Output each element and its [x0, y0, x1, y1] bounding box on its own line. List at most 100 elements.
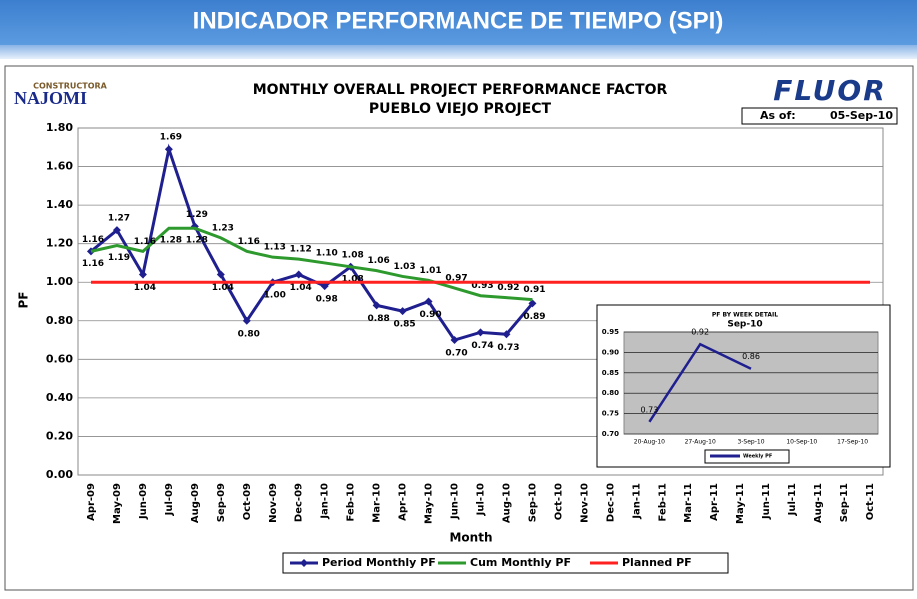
chart-title: MONTHLY OVERALL PROJECT PERFORMANCE FACT…: [253, 82, 668, 98]
point-marker: [424, 297, 433, 306]
point-marker: [294, 270, 303, 279]
y-tick-label: 0.00: [46, 468, 73, 481]
x-tick-label: 27-Aug-10: [685, 439, 716, 446]
value-label: 0.80: [238, 329, 260, 339]
x-tick-label: Oct-10: [553, 483, 564, 520]
x-tick-label: Sep-10: [527, 483, 538, 522]
y-tick-label: 1.80: [46, 121, 73, 134]
point-marker: [476, 328, 485, 337]
value-label: 1.16: [238, 237, 260, 247]
value-label: 0.89: [523, 312, 545, 322]
x-tick-label: Jul-10: [476, 483, 487, 516]
value-label: 1.04: [134, 283, 156, 293]
value-label: 0.73: [640, 405, 658, 414]
value-label: 1.08: [342, 250, 364, 260]
value-label: 1.03: [393, 262, 415, 272]
x-tick-label: May-10: [424, 483, 435, 524]
x-tick-label: Jun-10: [450, 483, 461, 520]
y-tick-label: 1.60: [46, 160, 73, 173]
value-label: 1.12: [290, 245, 312, 255]
x-tick-label: Oct-11: [865, 483, 876, 520]
x-tick-label: Aug-09: [190, 483, 201, 523]
inset-title: PF BY WEEK DETAIL: [712, 312, 778, 319]
value-label: 0.98: [316, 295, 338, 305]
value-label: 1.00: [264, 291, 286, 301]
x-tick-label: Aug-10: [501, 483, 512, 523]
x-tick-label: Apr-10: [398, 483, 409, 521]
value-label: 1.23: [212, 223, 234, 233]
value-label: 1.69: [160, 133, 182, 143]
value-label: 1.06: [368, 256, 390, 266]
series-line: [90, 226, 533, 302]
y-tick-label: 1.40: [46, 198, 73, 211]
value-label: 1.29: [186, 210, 208, 220]
point-marker: [502, 330, 511, 339]
legend-label: Planned PF: [622, 556, 692, 569]
logo-top: CONSTRUCTORA: [33, 82, 108, 91]
x-tick-label: Mar-10: [372, 483, 383, 523]
value-label: 0.97: [445, 274, 467, 284]
x-tick-label: Jun-11: [761, 483, 772, 520]
y-tick-label: 0.40: [46, 391, 73, 404]
point-marker: [112, 226, 121, 235]
value-label: 1.16: [82, 235, 104, 245]
plot-area: [623, 331, 879, 435]
x-tick-label: Jul-11: [787, 483, 798, 516]
x-tick-label: Mar-11: [683, 483, 694, 523]
y-tick-label: 0.70: [602, 430, 619, 438]
x-tick-label: 17-Sep-10: [837, 439, 868, 446]
x-tick-label: 10-Sep-10: [786, 439, 817, 446]
x-tick-label: Dec-10: [605, 483, 616, 522]
y-tick-label: 0.20: [46, 429, 73, 442]
value-label: 0.91: [523, 285, 545, 295]
inset-subtitle: Sep-10: [727, 320, 762, 330]
value-label: 1.28: [160, 236, 182, 246]
value-label: 0.86: [742, 352, 760, 361]
x-tick-label: Sep-11: [839, 483, 850, 522]
y-tick-label: 0.80: [602, 389, 619, 397]
value-label: 0.85: [393, 320, 415, 330]
value-label: 0.90: [419, 310, 441, 320]
series-line: [90, 143, 534, 342]
logo-left: NAJOMI: [14, 88, 87, 108]
inset-legend-box: [704, 449, 790, 464]
x-tick-label: Nov-10: [579, 483, 590, 523]
value-label: 0.88: [368, 314, 390, 324]
series-line: [648, 342, 752, 423]
point-marker: [528, 299, 537, 308]
x-tick-label: Aug-11: [813, 483, 824, 523]
x-tick-label: Jun-09: [138, 483, 149, 520]
legend-marker: [300, 559, 308, 567]
point-marker: [372, 301, 381, 310]
x-tick-label: May-09: [112, 483, 123, 524]
value-label: 1.04: [212, 283, 234, 293]
x-tick-label: Sep-09: [216, 483, 227, 522]
x-tick-label: Dec-09: [294, 483, 305, 522]
header-title: INDICADOR PERFORMANCE DE TIEMPO (SPI): [193, 7, 724, 34]
y-axis-label: PF: [17, 292, 31, 309]
legend-label: Period Monthly PF: [322, 556, 436, 569]
value-label: 1.27: [108, 214, 130, 224]
value-label: 1.16: [134, 237, 156, 247]
point-marker: [320, 282, 329, 291]
point-marker: [164, 145, 173, 154]
x-tick-label: Jan-11: [631, 483, 642, 520]
value-label: 1.16: [82, 259, 104, 269]
y-tick-label: 0.80: [46, 314, 73, 327]
x-tick-label: May-11: [735, 483, 746, 524]
point-marker: [216, 270, 225, 279]
value-label: 0.92: [497, 283, 519, 293]
value-label: 1.19: [108, 253, 130, 263]
inset-legend-label: Weekly PF: [743, 454, 772, 460]
chart-subtitle: PUEBLO VIEJO PROJECT: [369, 101, 552, 117]
value-label: 1.08: [342, 274, 364, 284]
point-marker: [138, 270, 147, 279]
y-tick-label: 0.95: [602, 328, 619, 336]
x-tick-label: Jan-10: [320, 483, 331, 520]
x-tick-label: Feb-10: [346, 483, 357, 521]
x-axis-label: Month: [449, 531, 492, 545]
x-tick-label: Apr-09: [86, 483, 97, 521]
as-of-date: 05-Sep-10: [830, 109, 893, 122]
